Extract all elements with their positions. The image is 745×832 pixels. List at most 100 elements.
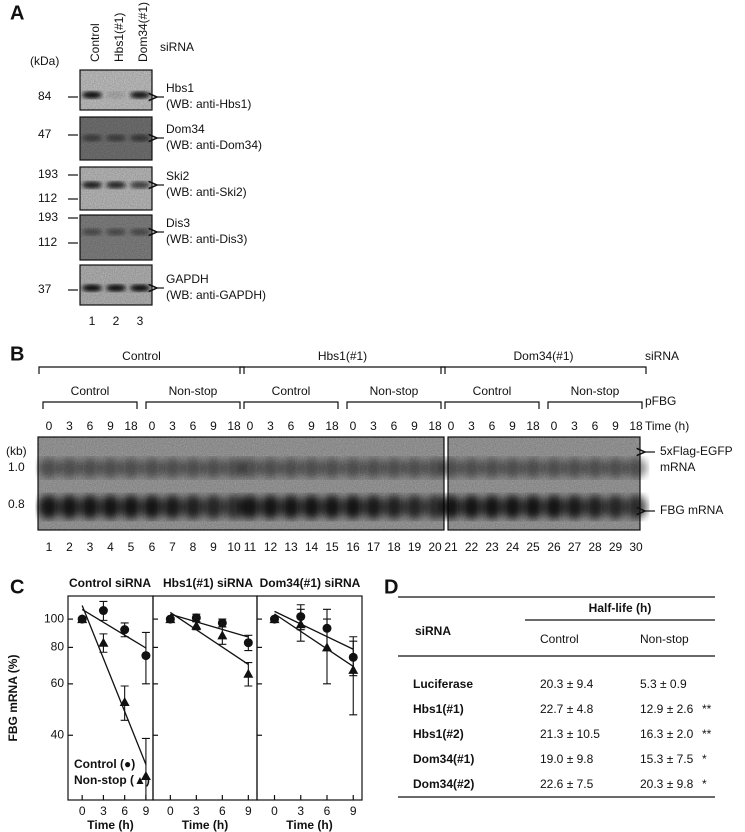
band — [259, 495, 282, 519]
point — [98, 606, 108, 616]
antibody: (WB: anti-Dis3) — [166, 232, 247, 246]
point — [191, 620, 202, 630]
band — [424, 458, 446, 478]
cell: 15.3 ± 7.5 — [640, 752, 694, 766]
subgroup-name: Control — [71, 384, 110, 398]
legend-entry: Non-stop (▲) — [74, 773, 150, 787]
row-name: Luciferase — [413, 677, 473, 691]
band — [625, 495, 647, 519]
gel-noise — [80, 70, 152, 110]
time-label: 0 — [149, 419, 156, 433]
band — [280, 458, 302, 478]
protein-name: Ski2 — [166, 169, 190, 183]
point — [348, 664, 359, 674]
group-name: Hbs1(#1) — [318, 349, 367, 363]
x-axis-label: Time (h) — [87, 818, 133, 832]
band — [563, 495, 586, 519]
band — [202, 495, 225, 519]
time-label: 6 — [592, 419, 599, 433]
antibody: (WB: anti-Hbs1) — [166, 97, 251, 111]
point — [243, 638, 253, 648]
band — [38, 458, 60, 478]
table-header: Control — [540, 632, 579, 646]
band-label: 5xFlag-EGFP — [660, 444, 733, 458]
band — [223, 458, 245, 478]
lane-number: 13 — [284, 540, 298, 554]
band — [543, 495, 565, 519]
band — [141, 458, 163, 478]
time-label: 6 — [391, 419, 398, 433]
band — [161, 495, 184, 519]
time-header: Time (h) — [645, 419, 689, 433]
x-tick-label: 3 — [297, 804, 304, 818]
band — [604, 458, 627, 478]
time-label: 0 — [247, 419, 254, 433]
lane-number: 4 — [107, 540, 114, 554]
band — [342, 458, 364, 478]
lane-number: 1 — [46, 540, 53, 554]
time-label: 9 — [210, 419, 217, 433]
lane-number: 24 — [506, 540, 520, 554]
lane-number: 23 — [485, 540, 499, 554]
bracket — [444, 401, 540, 409]
band — [300, 495, 323, 519]
x-tick-label: 9 — [245, 804, 252, 818]
bracket — [145, 401, 241, 409]
band — [130, 284, 150, 292]
antibody: (WB: anti-Ski2) — [166, 185, 247, 199]
lane-name: Control — [88, 23, 102, 62]
time-label: 9 — [107, 419, 114, 433]
band — [58, 458, 81, 478]
band — [501, 458, 524, 478]
time-label: 6 — [87, 419, 94, 433]
band — [460, 495, 483, 519]
x-axis-label: Time (h) — [182, 818, 228, 832]
band — [130, 91, 150, 99]
error-bar — [141, 737, 150, 801]
band — [321, 458, 343, 478]
time-label: 3 — [370, 419, 377, 433]
table-header: Half-life (h) — [589, 601, 652, 615]
subgroup-name: Non-stop — [370, 384, 419, 398]
point — [77, 614, 88, 624]
time-label: 18 — [227, 419, 241, 433]
panel-label: B — [10, 343, 24, 365]
size-marker: 0.8 — [8, 497, 25, 511]
legend-entry: Control (●) — [74, 757, 135, 771]
band — [223, 495, 245, 519]
band — [383, 458, 405, 478]
time-label: 0 — [448, 419, 455, 433]
x-tick-label: 6 — [219, 804, 226, 818]
x-tick-label: 9 — [143, 804, 150, 818]
lane-name: Hbs1(#1) — [112, 13, 126, 62]
point — [191, 613, 201, 623]
band — [321, 495, 343, 519]
size-marker: 193 — [38, 167, 58, 181]
band — [300, 458, 323, 478]
lane-number: 29 — [609, 540, 623, 554]
band — [403, 495, 426, 519]
size-marker: 84 — [38, 89, 52, 103]
fit-line — [81, 605, 147, 765]
time-label: 3 — [267, 419, 274, 433]
band — [501, 495, 524, 519]
bracket — [42, 401, 138, 409]
time-label: 18 — [629, 419, 643, 433]
point — [322, 642, 332, 652]
group-header: siRNA — [645, 349, 679, 363]
error-bar — [323, 618, 331, 685]
fit-line — [169, 611, 249, 666]
size-marker: 37 — [38, 282, 52, 296]
chart-title: Dom34(#1) siRNA — [260, 576, 361, 590]
x-axis-label: Time (h) — [286, 818, 332, 832]
row-name: Dom34(#2) — [413, 777, 474, 791]
time-label: 0 — [46, 419, 53, 433]
band — [141, 495, 163, 519]
band — [99, 495, 122, 519]
band — [106, 181, 126, 189]
band — [460, 458, 483, 478]
lane-number: 20 — [428, 540, 442, 554]
protein-name: Dom34 — [166, 122, 205, 136]
lane-number: 19 — [408, 540, 422, 554]
